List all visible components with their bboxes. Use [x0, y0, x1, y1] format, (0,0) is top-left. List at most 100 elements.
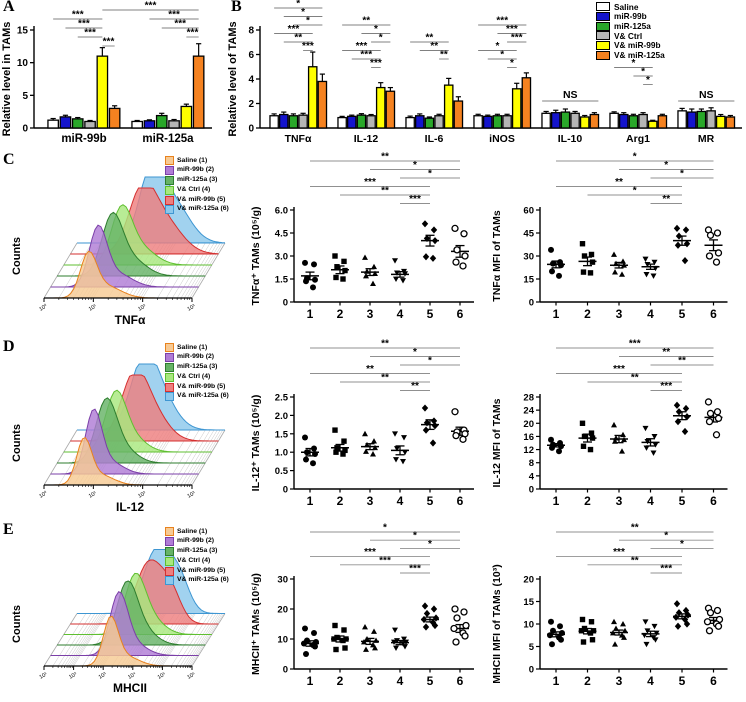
- bar: [84, 120, 96, 129]
- sig-label: **: [430, 41, 438, 52]
- y-tick-label: 10: [17, 58, 29, 69]
- point-triangle-up: [362, 624, 368, 630]
- point-diamond: [672, 613, 680, 621]
- point-square: [581, 625, 588, 632]
- legend-swatch-icon: [165, 343, 174, 353]
- point-triangle-up: [364, 268, 370, 274]
- point-triangle-down: [650, 450, 657, 456]
- y-axis-title: Counts: [11, 424, 23, 462]
- point-square: [334, 445, 340, 451]
- sig-label: **: [426, 33, 434, 44]
- point-square: [589, 259, 596, 265]
- point-diamond: [674, 622, 682, 630]
- point-triangle-down: [642, 619, 649, 625]
- floor-gridline: [172, 429, 206, 486]
- bar: [375, 86, 386, 129]
- x-category-label: MR: [698, 133, 715, 145]
- bar: [453, 100, 464, 129]
- x-tick-label: 10²: [68, 671, 78, 680]
- legend-label: miR-99b (2): [177, 166, 215, 174]
- point-diamond: [681, 427, 689, 436]
- point-circle-open: [705, 627, 714, 635]
- bar: [288, 115, 299, 129]
- bar: [414, 115, 425, 129]
- point-triangle-up: [613, 435, 619, 441]
- point-triangle-up: [620, 258, 626, 264]
- bar: [180, 105, 193, 129]
- legend-swatch-icon: [165, 382, 174, 392]
- point-square: [331, 636, 337, 642]
- point-circle: [550, 260, 556, 267]
- point-diamond: [683, 620, 691, 628]
- y-tick-label: 8: [248, 26, 254, 37]
- bar: [715, 115, 726, 129]
- legend-item: miR-99b (2): [165, 353, 229, 363]
- point-triangle-up: [370, 280, 376, 286]
- point-triangle-up: [363, 448, 369, 454]
- y-axis-title: Relative level of TAMs: [227, 21, 239, 136]
- y-axis-title: TNFα MFI of TAMs: [491, 210, 503, 302]
- point-circle-open: [451, 605, 459, 613]
- bar: [677, 110, 687, 129]
- x-category-label: miR-125a: [142, 133, 194, 145]
- legend-label: V& Ctrl (4): [177, 185, 211, 193]
- y-tick-label: 1.5: [275, 275, 289, 286]
- floor-gridline: [187, 429, 221, 486]
- bar: [618, 113, 629, 129]
- sig-label: *: [680, 539, 684, 550]
- legend-item: miR-125a (3): [165, 546, 229, 557]
- sig-label: *: [374, 24, 378, 35]
- x-axis-title: IL-12: [116, 500, 144, 514]
- point-diamond: [429, 439, 437, 447]
- point-square: [580, 443, 587, 449]
- sig-label: ***: [364, 177, 376, 188]
- legend-swatch-icon: [165, 392, 174, 402]
- legend-label: Saline (1): [177, 527, 208, 535]
- x-tick-label: 5: [679, 674, 686, 688]
- point-diamond: [430, 226, 438, 234]
- point-circle: [548, 436, 554, 443]
- sig-label: **: [381, 186, 389, 197]
- y-tick-label: 4.5: [275, 229, 289, 240]
- floor-gridline: [52, 613, 87, 667]
- point-circle: [548, 246, 554, 253]
- point-circle-open: [714, 622, 723, 630]
- point-triangle-down: [650, 273, 657, 279]
- point-diamond: [431, 422, 439, 430]
- point-square: [334, 634, 340, 641]
- hist-d-legend: Saline (1) miR-99b (2) miR-125a (3) V& Ctrl…: [165, 343, 229, 402]
- point-square: [589, 435, 596, 441]
- y-tick-label: 24: [523, 406, 534, 417]
- sig-label: ***: [660, 564, 672, 575]
- floor-gridline: [61, 613, 96, 667]
- point-circle: [312, 451, 318, 458]
- sig-label: **: [631, 373, 639, 384]
- bar: [706, 110, 716, 129]
- point-circle: [556, 448, 562, 455]
- point-diamond: [422, 623, 430, 631]
- point-triangle-down: [652, 637, 659, 643]
- point-circle: [312, 276, 318, 283]
- floor-gridline: [165, 429, 200, 486]
- point-diamond: [673, 224, 681, 232]
- x-tick-label: 2: [584, 674, 591, 688]
- point-circle: [303, 651, 309, 657]
- legend-swatch-icon: [165, 527, 174, 537]
- legend-swatch-icon: [165, 537, 174, 547]
- scatter-d1-chart: 0 0.5 1.0 1.5 2.0 2.5 IL-12⁺ TAMs (10⁵/g) 1 2 3 4 5…: [250, 339, 474, 508]
- point-diamond: [429, 254, 437, 262]
- x-tick-label: 5: [427, 494, 434, 508]
- y-tick-label: 0: [529, 298, 534, 309]
- x-tick-label: 2: [337, 674, 344, 688]
- sig-label: **: [294, 33, 302, 44]
- point-square: [587, 446, 594, 453]
- bar: [696, 110, 707, 129]
- x-tick-label: 6: [457, 494, 464, 508]
- point-triangle-down: [652, 265, 659, 272]
- bar: [570, 112, 580, 129]
- legend-item: miR-125a: [596, 21, 665, 31]
- hist-c-legend: Saline (1) miR-99b (2) miR-125a (3) V& Ctrl…: [165, 156, 229, 215]
- x-tick-label: 6: [457, 674, 464, 688]
- bar: [686, 111, 697, 129]
